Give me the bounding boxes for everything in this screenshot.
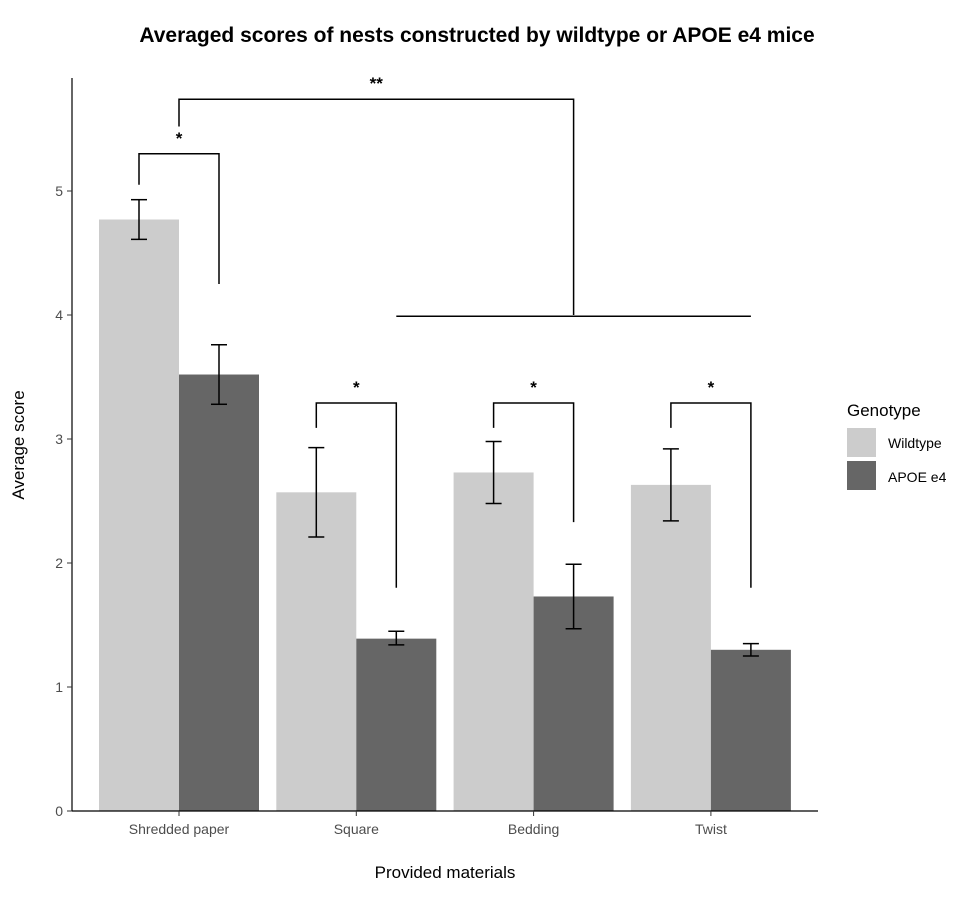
legend-label-apoe-e4: APOE e4 (888, 469, 947, 485)
bar-bedding-apoe-e4 (533, 596, 614, 811)
legend-swatch-wildtype (847, 428, 876, 457)
significance-label-3: * (708, 378, 715, 397)
significance-label-1: * (353, 378, 360, 397)
legend-title: Genotype (847, 401, 921, 420)
y-axis-title: Average score (9, 390, 28, 499)
significance-label-2: * (530, 378, 537, 397)
y-tick-label-5: 5 (55, 183, 63, 199)
legend-swatch-apoe-e4 (847, 461, 876, 490)
y-tick-label-1: 1 (55, 679, 63, 695)
bar-twist-wildtype (630, 484, 711, 811)
significance-bracket-4 (178, 98, 575, 315)
x-axis-title: Provided materials (375, 863, 516, 882)
x-tick-label-shredded-paper: Shredded paper (129, 821, 230, 837)
significance-bracket-3 (670, 402, 752, 588)
significance-label-4: ** (370, 74, 384, 93)
bar-shredded-paper-apoe-e4 (179, 374, 259, 811)
chart-title: Averaged scores of nests constructed by … (139, 24, 814, 47)
x-tick-label-bedding: Bedding (508, 821, 559, 837)
significance-bracket-1 (315, 402, 398, 588)
legend: Genotype Wildtype APOE e4 (847, 401, 947, 490)
bar-square-wildtype (276, 492, 357, 811)
legend-label-wildtype: Wildtype (888, 435, 942, 451)
significance-bracket-2 (492, 402, 575, 523)
bar-bedding-wildtype (453, 472, 534, 811)
y-tick-label-2: 2 (55, 555, 63, 571)
bar-square-apoe-e4 (356, 638, 437, 811)
bar-twist-apoe-e4 (710, 649, 791, 811)
significance-bracket-0 (138, 153, 220, 284)
y-tick-label-0: 0 (55, 803, 63, 819)
significance-label-0: * (176, 129, 183, 148)
x-tick-label-twist: Twist (695, 821, 727, 837)
y-tick-label-4: 4 (55, 307, 63, 323)
y-tick-label-3: 3 (55, 431, 63, 447)
x-tick-label-square: Square (334, 821, 379, 837)
bar-shredded-paper-wildtype (99, 219, 179, 811)
